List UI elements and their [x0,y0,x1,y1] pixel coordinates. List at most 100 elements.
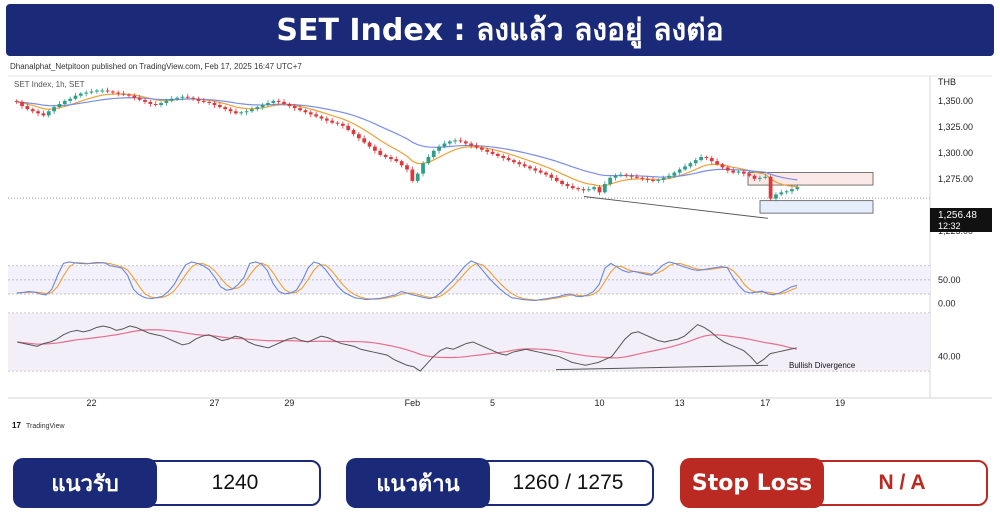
candle-body [656,179,661,181]
candle-body [84,92,89,94]
price-candle [415,172,420,184]
candle-body [228,109,233,112]
candle-body [640,177,645,179]
price-candle [677,167,682,176]
candle-body [613,175,618,178]
price-candle [383,153,388,160]
price-candle [688,161,693,169]
candle-body [303,110,308,113]
candle-body [30,109,35,112]
price-candle [533,166,538,174]
price-candle [736,169,741,175]
resistance-value: 1260 / 1275 [482,460,654,506]
candle-body [619,174,623,176]
time-tick-label: Feb [405,398,421,408]
candle-body [677,169,682,173]
price-candle [741,169,746,177]
rsi-panel[interactable] [8,312,930,372]
price-candle [351,128,356,137]
candle-body [496,153,500,156]
stochastic-panel[interactable] [8,260,930,302]
countdown-value: 12:32 [938,221,961,231]
candle-body [779,192,784,195]
time-tick-label: 19 [835,398,845,408]
candle-body [725,167,730,171]
candle-body [651,179,655,181]
price-candle [127,93,131,98]
publisher-text: Dhanalphat_Netpitoon published on Tradin… [10,62,302,71]
candle-body [720,164,725,168]
candle-body [672,172,677,176]
candle-body [46,111,51,116]
price-candle [784,189,789,195]
price-candle [132,93,137,101]
price-candle [565,181,570,189]
price-candle [223,105,228,112]
stop-loss-label: Stop Loss [680,458,824,508]
candle-body [709,158,714,162]
candle-body [324,118,329,121]
price-candle [693,157,698,167]
price-tick-label: 1,325.00 [938,122,973,132]
price-candle [282,99,286,106]
price-candle [153,101,158,107]
price-candle [656,178,661,184]
time-tick-label: 29 [284,398,294,408]
price-candle [95,88,99,94]
price-panel[interactable] [8,87,930,219]
price-candle [763,173,768,180]
candle-body [255,107,260,110]
chart-canvas[interactable]: Dhanalphat_Netpitoon published on Tradin… [8,58,992,438]
candle-body [282,101,286,104]
candle-body [340,123,345,126]
price-candle [78,92,83,98]
candle-body [201,100,206,102]
price-candle [586,186,591,192]
price-divergence-line [583,196,769,219]
tradingview-chart[interactable]: Dhanalphat_Netpitoon published on Tradin… [8,58,992,438]
title-banner: SET Index : ลงแล้ว ลงอยู่ ลงต่อ [6,4,994,56]
candle-body [752,175,757,179]
price-candle [346,123,351,132]
price-candle [308,110,313,118]
chart-background [8,58,992,438]
price-candle [46,109,51,118]
candle-body [736,171,741,173]
price-tick-label: 1,275.00 [938,174,973,184]
candle-body [485,149,490,152]
divergence-label: Bullish Divergence [789,361,856,370]
price-candle [180,94,185,101]
price-candle [485,147,490,155]
currency-label: THB [938,77,956,87]
price-candle [255,105,260,112]
candle-body [185,96,190,98]
stoch-tick-label: 0.00 [938,298,956,308]
candle-body [357,134,361,139]
tradingview-brand: TradingView [26,423,65,430]
candle-body [132,95,137,98]
price-candle [405,163,409,173]
candle-body [688,163,693,167]
candle-body [239,112,244,114]
price-candle [57,101,62,109]
candle-body [223,107,228,110]
candle-body [100,90,105,92]
candle-body [763,176,768,178]
price-candle [276,98,281,105]
price-candle [378,147,383,157]
price-candle [68,96,73,104]
support-value: 1240 [149,460,321,506]
price-candle [159,101,163,108]
price-candle [635,173,639,180]
candle-body [479,147,484,150]
price-candle [314,111,318,119]
price-candle [340,121,345,129]
ema-fast-line [16,93,798,188]
candle-body [554,177,559,181]
time-axis[interactable]: 22 27 29 Feb 5 10 13 17 19 [87,398,846,408]
candle-body [298,108,302,111]
candle-body [506,158,511,161]
candle-body [758,177,762,179]
candle-body [602,184,607,193]
candle-body [474,145,479,148]
